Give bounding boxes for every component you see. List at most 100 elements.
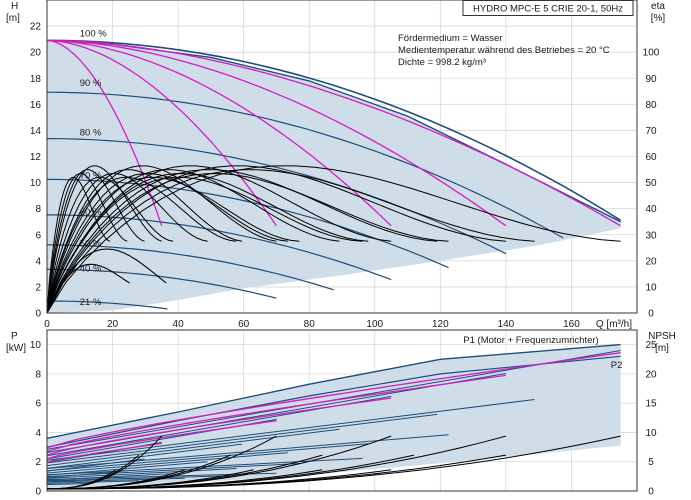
efficiency-curve [46,165,506,314]
power-curve [46,475,231,482]
p-tick-label: 4 [35,428,41,439]
power-curve [46,399,535,461]
efficiency-curve [46,173,128,314]
efficiency-curve [46,176,300,314]
efficiency-curve [46,165,621,314]
info-line: Medientemperatur während des Betriebes =… [398,45,610,56]
efficiency-curve [46,169,438,314]
efficiency-curve [46,176,237,314]
eta-tick-label: 100 [643,48,660,59]
eta-axis-label: eta [651,1,665,12]
p-tick-label: 8 [35,369,41,380]
speed-label: 40 % [80,263,102,274]
eta-tick-label: 90 [645,74,657,85]
eta-tick-label: 50 [645,178,657,189]
speed-label: 50 % [80,238,102,249]
y-tick-label: 4 [35,256,41,267]
speed-curve [47,268,277,299]
efficiency-curve [46,165,162,314]
power-magenta-curve [46,397,392,456]
p-tick-label: 0 [35,487,41,498]
eta-tick-label: 60 [645,152,657,163]
top-plot-frame [46,0,638,314]
speed-label: 100 % [80,29,107,40]
npsh-tick-label: 25 [645,340,657,351]
power-curve [46,468,237,479]
x-tick-label: 120 [432,319,449,330]
efficiency-curve [46,176,111,314]
chart-title: HYDRO MPC-E 5 CRIE 20-1, 50Hz [473,4,623,15]
y-tick-label: 18 [30,74,42,85]
efficiency-curve [46,173,449,314]
x-tick-label: 160 [563,319,580,330]
x-tick-label: 20 [107,319,119,330]
operating-envelope [47,40,621,314]
speed-curve [47,300,168,310]
power-curve [46,413,438,464]
p-tick-label: 10 [30,340,42,351]
pump-count-curve [46,39,507,227]
eta-tick-label: 20 [645,256,657,267]
p2-series-label: P2 [611,360,623,371]
eta-tick-label: 80 [645,100,657,111]
y-tick-label: 20 [30,48,42,59]
speed-curve [46,91,564,239]
info-line: Fördermedium = Wasser [398,33,502,44]
eta-tick-label: 40 [645,204,657,215]
speed-label: 21 % [80,297,102,308]
y-tick-label: 2 [35,282,41,293]
y-tick-label: 0 [35,309,41,320]
efficiency-curve [46,176,174,314]
p-axis-unit: [kW] [6,343,26,354]
efficiency-curve [46,176,363,314]
p-tick-label: 6 [35,399,41,410]
speed-label: 60 % [80,207,102,218]
x-tick-label: 140 [498,319,515,330]
pump-count-curve [46,39,277,227]
efficiency-curve [46,263,130,314]
power-curve [46,434,449,469]
npsh-curve [47,469,392,490]
power-magenta-curve [46,374,506,453]
efficiency-curve [46,173,369,314]
power-curve [46,482,93,486]
power-curve [46,463,300,478]
efficiency-curve [46,169,145,314]
power-magenta-curve [46,442,162,464]
p2-curve [46,355,621,448]
power-curve [46,443,369,472]
speed-curve [46,138,507,255]
speed-label: 90 % [80,78,102,89]
bottom-plot-frame [46,329,638,492]
npsh-tick-label: 10 [645,428,657,439]
speed-curve [47,244,334,291]
power-magenta-curve [46,352,621,449]
npsh-tick-label: 15 [645,399,657,410]
x-axis-label: Q [m³/h] [596,319,632,330]
power-curve [46,428,340,467]
p1-curve [46,343,621,439]
y-axis-label: H [11,1,18,12]
pump-count-curve [46,39,621,227]
speed-curve [46,178,449,269]
y-tick-label: 6 [35,230,41,241]
npsh-curves [47,435,621,490]
p-axis-label: P [11,331,18,342]
title-box [462,0,634,16]
power-curve [46,443,243,469]
speed-label: 80 % [80,128,102,139]
speed-curve [47,214,392,281]
y-tick-label: 12 [30,152,42,163]
efficiency-curve [46,169,535,314]
speed-label: 70 % [80,171,102,182]
pump-count-curve [46,39,392,227]
y-tick-label: 22 [30,22,42,33]
x-tick-label: 100 [366,319,383,330]
speed-curves [46,39,622,310]
x-tick-label: 40 [173,319,185,330]
eta-tick-label: 30 [645,230,657,241]
power-curve [46,452,288,474]
npsh-axis-label: NPSH [648,331,676,342]
